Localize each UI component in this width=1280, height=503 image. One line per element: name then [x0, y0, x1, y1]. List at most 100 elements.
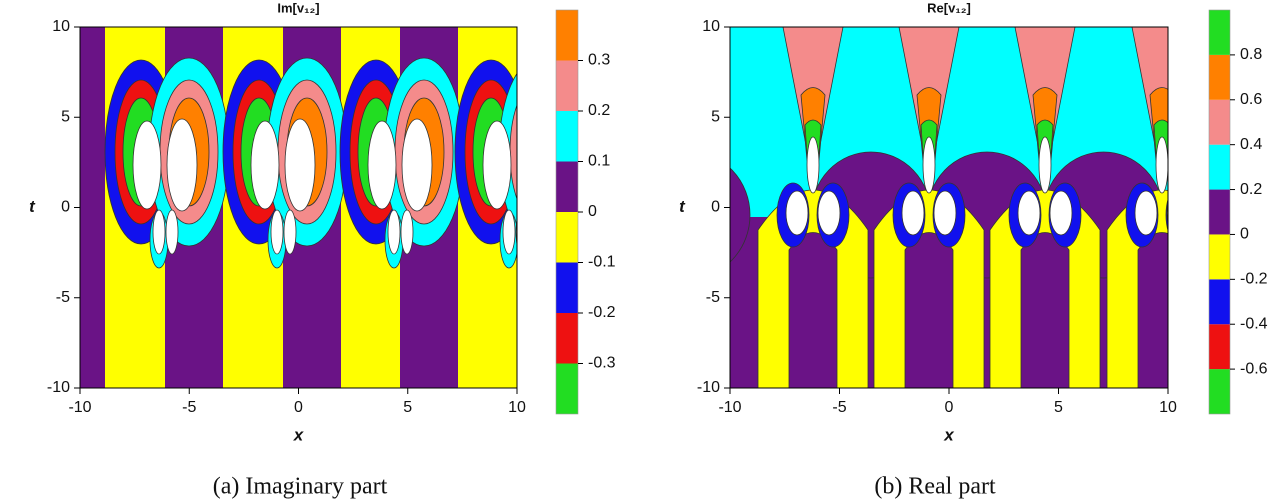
contour-region — [387, 209, 401, 255]
contour-region — [80, 27, 105, 388]
colorbar-segment — [1209, 279, 1230, 325]
x-tick-label: 0 — [294, 399, 303, 416]
colorbar-tick-label: -0.1 — [588, 254, 616, 271]
contour-region — [1137, 232, 1168, 388]
contour-region — [165, 209, 179, 255]
contour-region — [1049, 190, 1073, 236]
chart-title: Im[v₁₂] — [277, 0, 319, 15]
contour-region — [806, 136, 820, 194]
y-tick-label: 5 — [61, 108, 70, 125]
colorbar-tick-label: -0.2 — [1240, 271, 1268, 288]
colorbar-tick-label: -0.2 — [588, 304, 616, 321]
y-axis-label: t — [29, 197, 36, 216]
colorbar-tick-label: 0.2 — [1240, 181, 1262, 198]
contour-region — [1165, 198, 1168, 232]
colorbar-segment — [556, 313, 578, 364]
colorbar-tick-label: -0.6 — [1240, 360, 1268, 377]
x-tick-label: -5 — [832, 399, 846, 416]
contour-region — [933, 190, 957, 236]
y-tick-label: 0 — [61, 199, 70, 216]
contour-region — [515, 217, 517, 247]
contour-region — [401, 118, 433, 212]
colorbar-segment — [1209, 99, 1230, 145]
contour-region — [502, 209, 516, 255]
x-axis-label: x — [293, 425, 305, 444]
colorbar-segment — [556, 363, 578, 414]
colorbar-segment — [556, 212, 578, 263]
colorbar-segment — [1209, 189, 1230, 235]
colorbar-tick-label: 0 — [1240, 226, 1249, 243]
contour-region — [270, 209, 284, 255]
x-tick-label: 0 — [945, 399, 954, 416]
y-tick-label: 10 — [52, 18, 70, 35]
contour-plot — [730, 27, 1168, 388]
contour-plot — [80, 27, 559, 388]
chart-title: Re[v₁₂] — [927, 0, 971, 15]
colorbar-tick-label: 0.3 — [588, 52, 610, 69]
contour-region — [904, 232, 954, 388]
contour-region — [1020, 232, 1070, 388]
colorbar-segment — [1209, 10, 1230, 55]
colorbar-tick-label: 0 — [588, 203, 597, 220]
colorbar-segment — [1209, 234, 1230, 280]
contour-region — [1166, 202, 1168, 224]
colorbar-segment — [556, 111, 578, 162]
contour-region — [1017, 190, 1041, 236]
x-tick-label: -10 — [68, 399, 91, 416]
colorbar-tick-label: -0.4 — [1240, 315, 1268, 332]
x-tick-label: 5 — [403, 399, 412, 416]
contour-region — [817, 190, 841, 236]
contour-region — [152, 209, 166, 255]
caption: (a) Imaginary part — [213, 474, 388, 500]
y-tick-label: -10 — [697, 379, 720, 396]
y-tick-label: 5 — [711, 108, 720, 125]
contour-region — [250, 120, 280, 210]
y-tick-label: -5 — [56, 289, 70, 306]
x-tick-label: 10 — [1159, 399, 1177, 416]
contour-region — [166, 118, 198, 212]
contour-region — [519, 98, 559, 206]
colorbar-tick-label: 0.4 — [1240, 136, 1262, 153]
contour-region — [284, 118, 316, 212]
colorbar-segment — [1209, 54, 1230, 100]
chart-panel: -10 -5 0 5 10 -10 -5 0 5 10 Im[v₁₂] x t (a) Imaginary… — [29, 0, 616, 499]
x-tick-label: 10 — [508, 399, 526, 416]
colorbar-frame — [1208, 9, 1231, 415]
contour-region — [901, 190, 925, 236]
colorbar-tick-label: 0.8 — [1240, 46, 1262, 63]
contour-region — [482, 120, 512, 210]
colorbar-segment — [556, 10, 578, 61]
contour-region — [1134, 190, 1158, 236]
contour-region — [785, 190, 809, 236]
x-tick-label: -5 — [182, 399, 196, 416]
y-tick-label: 0 — [711, 199, 720, 216]
y-tick-label: 10 — [702, 18, 720, 35]
contour-region — [400, 209, 414, 255]
y-tick-label: -5 — [706, 289, 720, 306]
colorbar-segment — [1209, 369, 1230, 414]
x-axis-label: x — [943, 425, 955, 444]
contour-region — [730, 167, 751, 263]
y-axis-label: t — [679, 197, 686, 216]
colorbar-tick-label: -0.3 — [588, 355, 616, 372]
chart-panel: -10 -5 0 5 10 -10 -5 0 5 10 Re[v₁₂] x t (b) Real part… — [679, 0, 1268, 500]
colorbar-segment — [556, 262, 578, 313]
colorbar-segment — [1209, 144, 1230, 190]
colorbar-segment — [1209, 324, 1230, 370]
contour-region — [367, 120, 397, 210]
contour-region — [516, 154, 517, 176]
contour-region — [922, 136, 936, 194]
colorbar-segment — [556, 60, 578, 111]
colorbar-tick-label: 0.6 — [1240, 91, 1262, 108]
contour-region — [283, 209, 297, 255]
contour-region — [1038, 136, 1052, 194]
y-tick-label: -10 — [47, 379, 70, 396]
colorbar-tick-label: 0.1 — [588, 153, 610, 170]
colorbar-segment — [556, 161, 578, 212]
contour-region — [1155, 136, 1168, 194]
caption: (b) Real part — [874, 474, 996, 500]
x-tick-label: 5 — [1054, 399, 1063, 416]
colorbar-tick-label: 0.2 — [588, 102, 610, 119]
x-tick-label: -10 — [718, 399, 741, 416]
